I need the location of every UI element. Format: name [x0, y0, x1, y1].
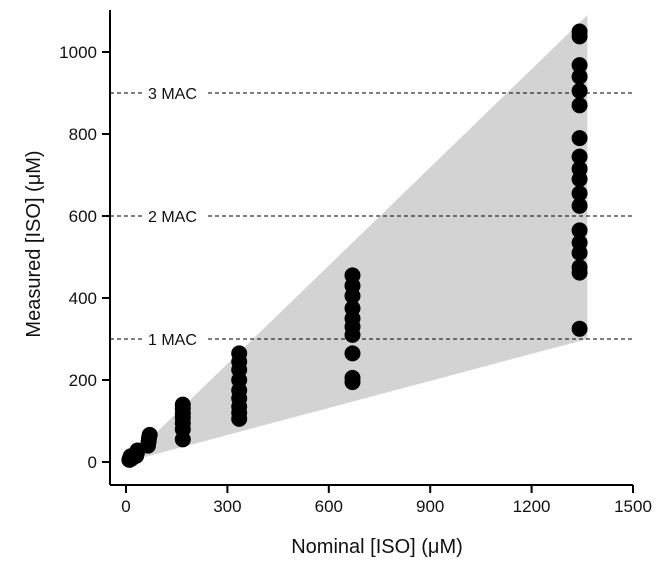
reference-label-background: [144, 206, 206, 226]
y-tick-label: 1000: [59, 43, 97, 62]
data-point: [141, 426, 158, 443]
data-point: [571, 82, 588, 99]
data-point: [571, 234, 588, 251]
reference-label-background: [144, 83, 206, 103]
reference-label: 3 MAC: [148, 86, 197, 103]
data-point: [344, 300, 361, 317]
data-point: [344, 369, 361, 386]
y-tick-label: 400: [69, 289, 97, 308]
x-tick-label: 1500: [614, 497, 652, 516]
x-tick-label: 0: [121, 497, 130, 516]
data-point: [571, 68, 588, 85]
data-point: [571, 160, 588, 177]
data-point: [571, 148, 588, 165]
y-axis-title: Measured [ISO] (μM): [23, 150, 45, 337]
reference-label-background: [144, 329, 206, 349]
x-tick-label: 600: [315, 497, 343, 516]
data-point: [571, 197, 588, 214]
data-point: [571, 23, 588, 40]
y-tick-label: 0: [88, 453, 97, 472]
y-tick-label: 800: [69, 125, 97, 144]
data-point: [344, 267, 361, 284]
x-tick-label: 900: [416, 497, 444, 516]
data-point: [571, 185, 588, 202]
x-tick-label: 300: [213, 497, 241, 516]
data-point: [571, 57, 588, 74]
data-point: [571, 320, 588, 337]
data-point: [344, 345, 361, 362]
data-point: [571, 259, 588, 276]
y-tick-label: 200: [69, 371, 97, 390]
data-point: [174, 396, 191, 413]
reference-label: 2 MAC: [148, 209, 197, 226]
plot-area: 1 MAC 2 MAC 3 MAC 0 300 600 900 1200 1500 0 200 400…: [59, 10, 652, 516]
data-point: [571, 222, 588, 239]
shaded-range-region: [126, 15, 588, 462]
data-point: [231, 345, 248, 362]
x-axis-title: Nominal [ISO] (μM): [291, 536, 463, 558]
data-point: [571, 130, 588, 147]
y-tick-label: 600: [69, 207, 97, 226]
x-tick-label: 1200: [513, 497, 551, 516]
data-point: [571, 97, 588, 114]
reference-label: 1 MAC: [148, 332, 197, 349]
